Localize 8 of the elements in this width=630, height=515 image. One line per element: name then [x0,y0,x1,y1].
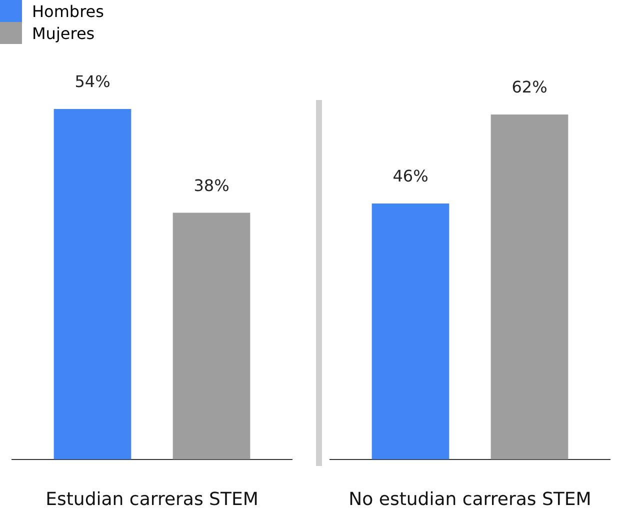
data-label: 38% [194,176,230,195]
legend-label: Mujeres [32,24,95,42]
x-axis-title: No estudian carreras STEM [348,488,592,510]
x-axis-title: Estudian carreras STEM [46,488,258,510]
data-label: 62% [512,78,548,97]
data-label: 46% [392,166,428,186]
legend-label: Hombres [32,2,104,20]
data-label: 54% [74,72,110,92]
